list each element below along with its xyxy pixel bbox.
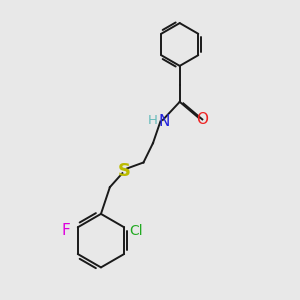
Text: S: S — [118, 162, 131, 180]
Text: O: O — [196, 112, 208, 127]
Text: Cl: Cl — [129, 224, 142, 238]
Text: F: F — [62, 223, 70, 238]
Text: N: N — [158, 114, 170, 129]
Text: H: H — [148, 114, 158, 127]
